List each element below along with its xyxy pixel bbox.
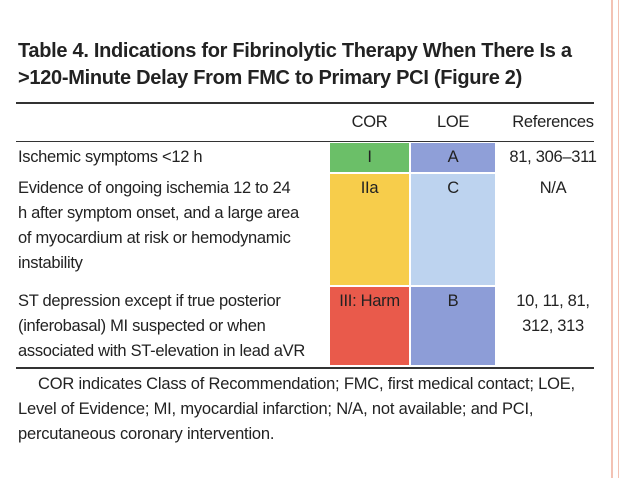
- cor-fill: [330, 287, 409, 365]
- cor-fill: [330, 174, 409, 285]
- header-cell: LOE: [436, 113, 470, 131]
- loe-fill: [411, 143, 495, 172]
- footnote-line: percutaneous coronary intervention.: [18, 425, 275, 443]
- indication-text: (inferobasal) MI suspected or when: [18, 317, 266, 335]
- indication-text: instability: [18, 254, 83, 272]
- footnote-line: Level of Evidence; MI, myocardial infarc…: [18, 400, 534, 418]
- indication-text: ST depression except if true posterior: [18, 292, 281, 310]
- loe-fill: [411, 287, 495, 365]
- table-cell: I: [367, 148, 372, 166]
- table-cell: 312, 313: [522, 317, 584, 335]
- indication-text: of myocardium at risk or hemodynamic: [18, 229, 291, 247]
- header-cell: COR: [351, 113, 388, 131]
- table-cell: 81, 306–311: [509, 148, 597, 166]
- table-cell: B: [447, 292, 459, 310]
- title-line: >120-Minute Delay From FMC to Primary PC…: [18, 67, 522, 89]
- rule: [16, 141, 594, 142]
- title-line: Table 4. Indications for Fibrinolytic Th…: [18, 40, 572, 62]
- loe-fill: [411, 174, 495, 285]
- table-cell: C: [447, 179, 459, 197]
- table-cell: N/A: [539, 179, 567, 197]
- indication-text: Evidence of ongoing ischemia 12 to 24: [18, 179, 291, 197]
- indication-text: h after symptom onset, and a large area: [18, 204, 299, 222]
- table-cell: III: Harm: [339, 292, 400, 310]
- table-cell: 10, 11, 81,: [516, 292, 590, 310]
- table-cell: IIa: [360, 179, 379, 197]
- footnote-line: COR indicates Class of Recommendation; F…: [38, 375, 575, 393]
- table-cell: A: [447, 148, 459, 166]
- decor-line: [618, 0, 619, 478]
- rule: [16, 367, 594, 369]
- rule: [16, 102, 594, 104]
- header-cell: References: [512, 113, 594, 131]
- cor-fill: [330, 143, 409, 172]
- decor-line: [611, 0, 613, 478]
- indication-text: Ischemic symptoms <12 h: [18, 148, 203, 166]
- indication-text: associated with ST-elevation in lead aVR: [18, 342, 305, 360]
